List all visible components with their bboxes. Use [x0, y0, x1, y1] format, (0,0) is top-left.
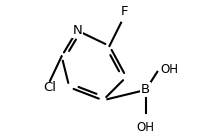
Text: OH: OH [137, 121, 155, 134]
Text: N: N [72, 24, 82, 37]
Text: OH: OH [160, 63, 178, 76]
Text: F: F [121, 5, 129, 18]
Text: Cl: Cl [43, 81, 56, 94]
Text: B: B [141, 83, 150, 96]
